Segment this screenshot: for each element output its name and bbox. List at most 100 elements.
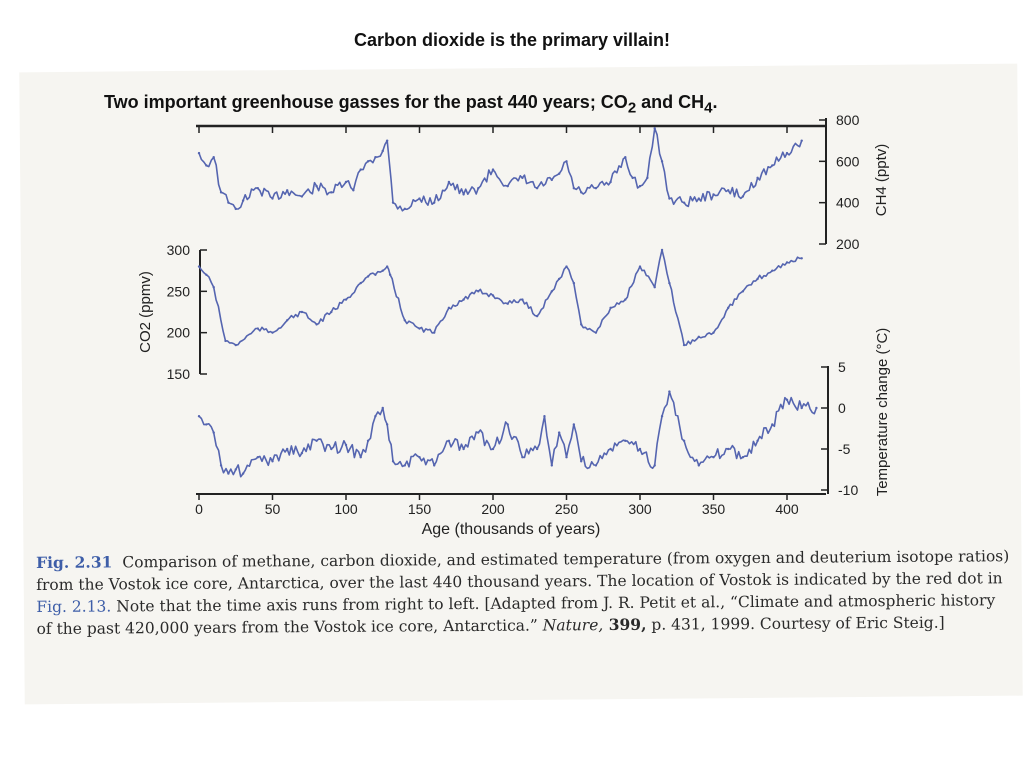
carbon-dioxide-data-point (300, 310, 304, 314)
carbon-dioxide-data-point (197, 265, 201, 268)
x-tick-label: 0 (195, 501, 203, 517)
x-ticks-group: 0 50 100 150 200 250 300 350 400 (195, 126, 799, 517)
methane-data-point (286, 189, 289, 192)
y-tick-label: 800 (836, 112, 860, 128)
carbon-dioxide-data-point (403, 319, 406, 322)
y-tick-label: 0 (838, 400, 846, 416)
temperature-data-point (315, 439, 318, 442)
methane-data-point (433, 201, 436, 204)
methane-data-point (712, 193, 715, 196)
y-tick-label: 200 (836, 236, 860, 252)
carbon-dioxide-data-point (557, 277, 561, 281)
temperature-data-point (491, 447, 495, 451)
temperature-data-point (286, 447, 289, 451)
temperature-data-point (366, 439, 370, 442)
x-tick-label: 100 (334, 501, 358, 517)
methane-data-point (462, 193, 465, 196)
temperature-data-point (580, 460, 583, 463)
methane-data-point (785, 151, 789, 155)
temperature-data-point (477, 431, 480, 434)
methane-data-point (580, 191, 583, 194)
temperature-data-point (572, 423, 576, 426)
x-tick-label: 400 (775, 501, 799, 517)
y-tick-label: 200 (167, 325, 191, 341)
carbon-dioxide-data-point (653, 286, 656, 289)
carbon-dioxide-data-point (256, 327, 259, 330)
methane-data-point (315, 184, 318, 188)
carbon-dioxide-data-point (359, 281, 362, 285)
temperature-data-point (660, 415, 664, 418)
carbon-dioxide-data-point (205, 273, 208, 276)
temperature-data-point (543, 415, 546, 418)
temperature-data-point (462, 447, 465, 451)
methane-data-point (668, 197, 671, 200)
temperature-data-point (638, 447, 642, 451)
carbon-dioxide-data-point (366, 275, 370, 278)
y-tick-label: 400 (836, 195, 860, 211)
methane-data-point (212, 156, 215, 159)
carbon-dioxide-data-point (491, 294, 495, 297)
temperature-y-axis-label: Temperature change (°C) (874, 328, 891, 497)
carbon-dioxide-data-point (756, 277, 759, 281)
caption-text-3: p. 431, 1999. Courtesy of Eric Steig.] (646, 613, 945, 634)
temperature-data-point (403, 464, 406, 467)
x-tick-label: 300 (628, 501, 652, 517)
temperature-data-point (234, 468, 237, 471)
carbon-dioxide-data-point (506, 302, 509, 305)
carbon-dioxide-data-point (388, 273, 392, 276)
carbon-dioxide-data-point (381, 269, 384, 272)
methane-data-point (300, 195, 304, 198)
carbon-dioxide-data-point (315, 323, 318, 326)
temperature-data-point (418, 456, 421, 459)
y-tick-label: 150 (167, 366, 191, 382)
temperature-data-point (624, 439, 627, 442)
methane-data-point (219, 191, 223, 194)
temperature-data-point (557, 431, 561, 434)
carbon-dioxide-data-point (418, 327, 421, 330)
temperature-panel: 5 0 -5 -10 (197, 359, 858, 498)
carbon-dioxide-data-point (535, 314, 539, 318)
methane-data-point (205, 164, 208, 167)
methane-data-point (227, 201, 230, 204)
carbon-dioxide-data-point (477, 290, 480, 293)
methane-data-point (594, 187, 598, 190)
carbon-dioxide-data-point (462, 298, 465, 301)
carbon-dioxide-data-point (771, 269, 774, 272)
methane-data-point (660, 160, 664, 163)
carbon-dioxide-data-point (727, 306, 730, 310)
journal-volume: 399, (603, 614, 647, 635)
temperature-data-point (609, 447, 612, 451)
carbon-dioxide-data-point (697, 335, 700, 338)
y-tick-label: -5 (838, 441, 851, 457)
carbon-dioxide-data-point (212, 286, 215, 289)
carbon-dioxide-data-point (594, 331, 598, 334)
temperature-data-point (241, 472, 245, 475)
y-tick-label: 5 (838, 359, 846, 375)
temperature-data-point (374, 415, 377, 418)
carbon-dioxide-data-point (741, 290, 745, 293)
temperature-data-point (447, 439, 451, 442)
methane-data-point (381, 149, 384, 153)
co2-y-axis-label: CO2 (ppmv) (137, 271, 154, 353)
y-tick-label: -10 (838, 482, 858, 498)
methane-data-point (506, 184, 509, 188)
methane-data-point (385, 139, 389, 142)
carbon-dioxide-data-point (624, 298, 627, 301)
methane-data-point (234, 207, 237, 211)
carbon-dioxide-data-point (234, 343, 237, 347)
temperature-data-point (391, 460, 395, 463)
methane-data-point (565, 160, 568, 163)
temperature-data-point (594, 464, 598, 467)
methane-data-point (682, 201, 686, 204)
carbon-dioxide-series-line (198, 249, 802, 346)
methane-data-point (631, 176, 634, 180)
carbon-dioxide-data-point (638, 265, 642, 268)
methane-data-point (653, 127, 656, 130)
carbon-dioxide-data-point (374, 273, 377, 276)
temperature-data-point (385, 423, 389, 426)
temperature-data-point (212, 431, 215, 434)
temperature-data-point (653, 464, 656, 467)
carbon-dioxide-data-point (433, 331, 436, 334)
temperature-data-point (741, 456, 745, 459)
